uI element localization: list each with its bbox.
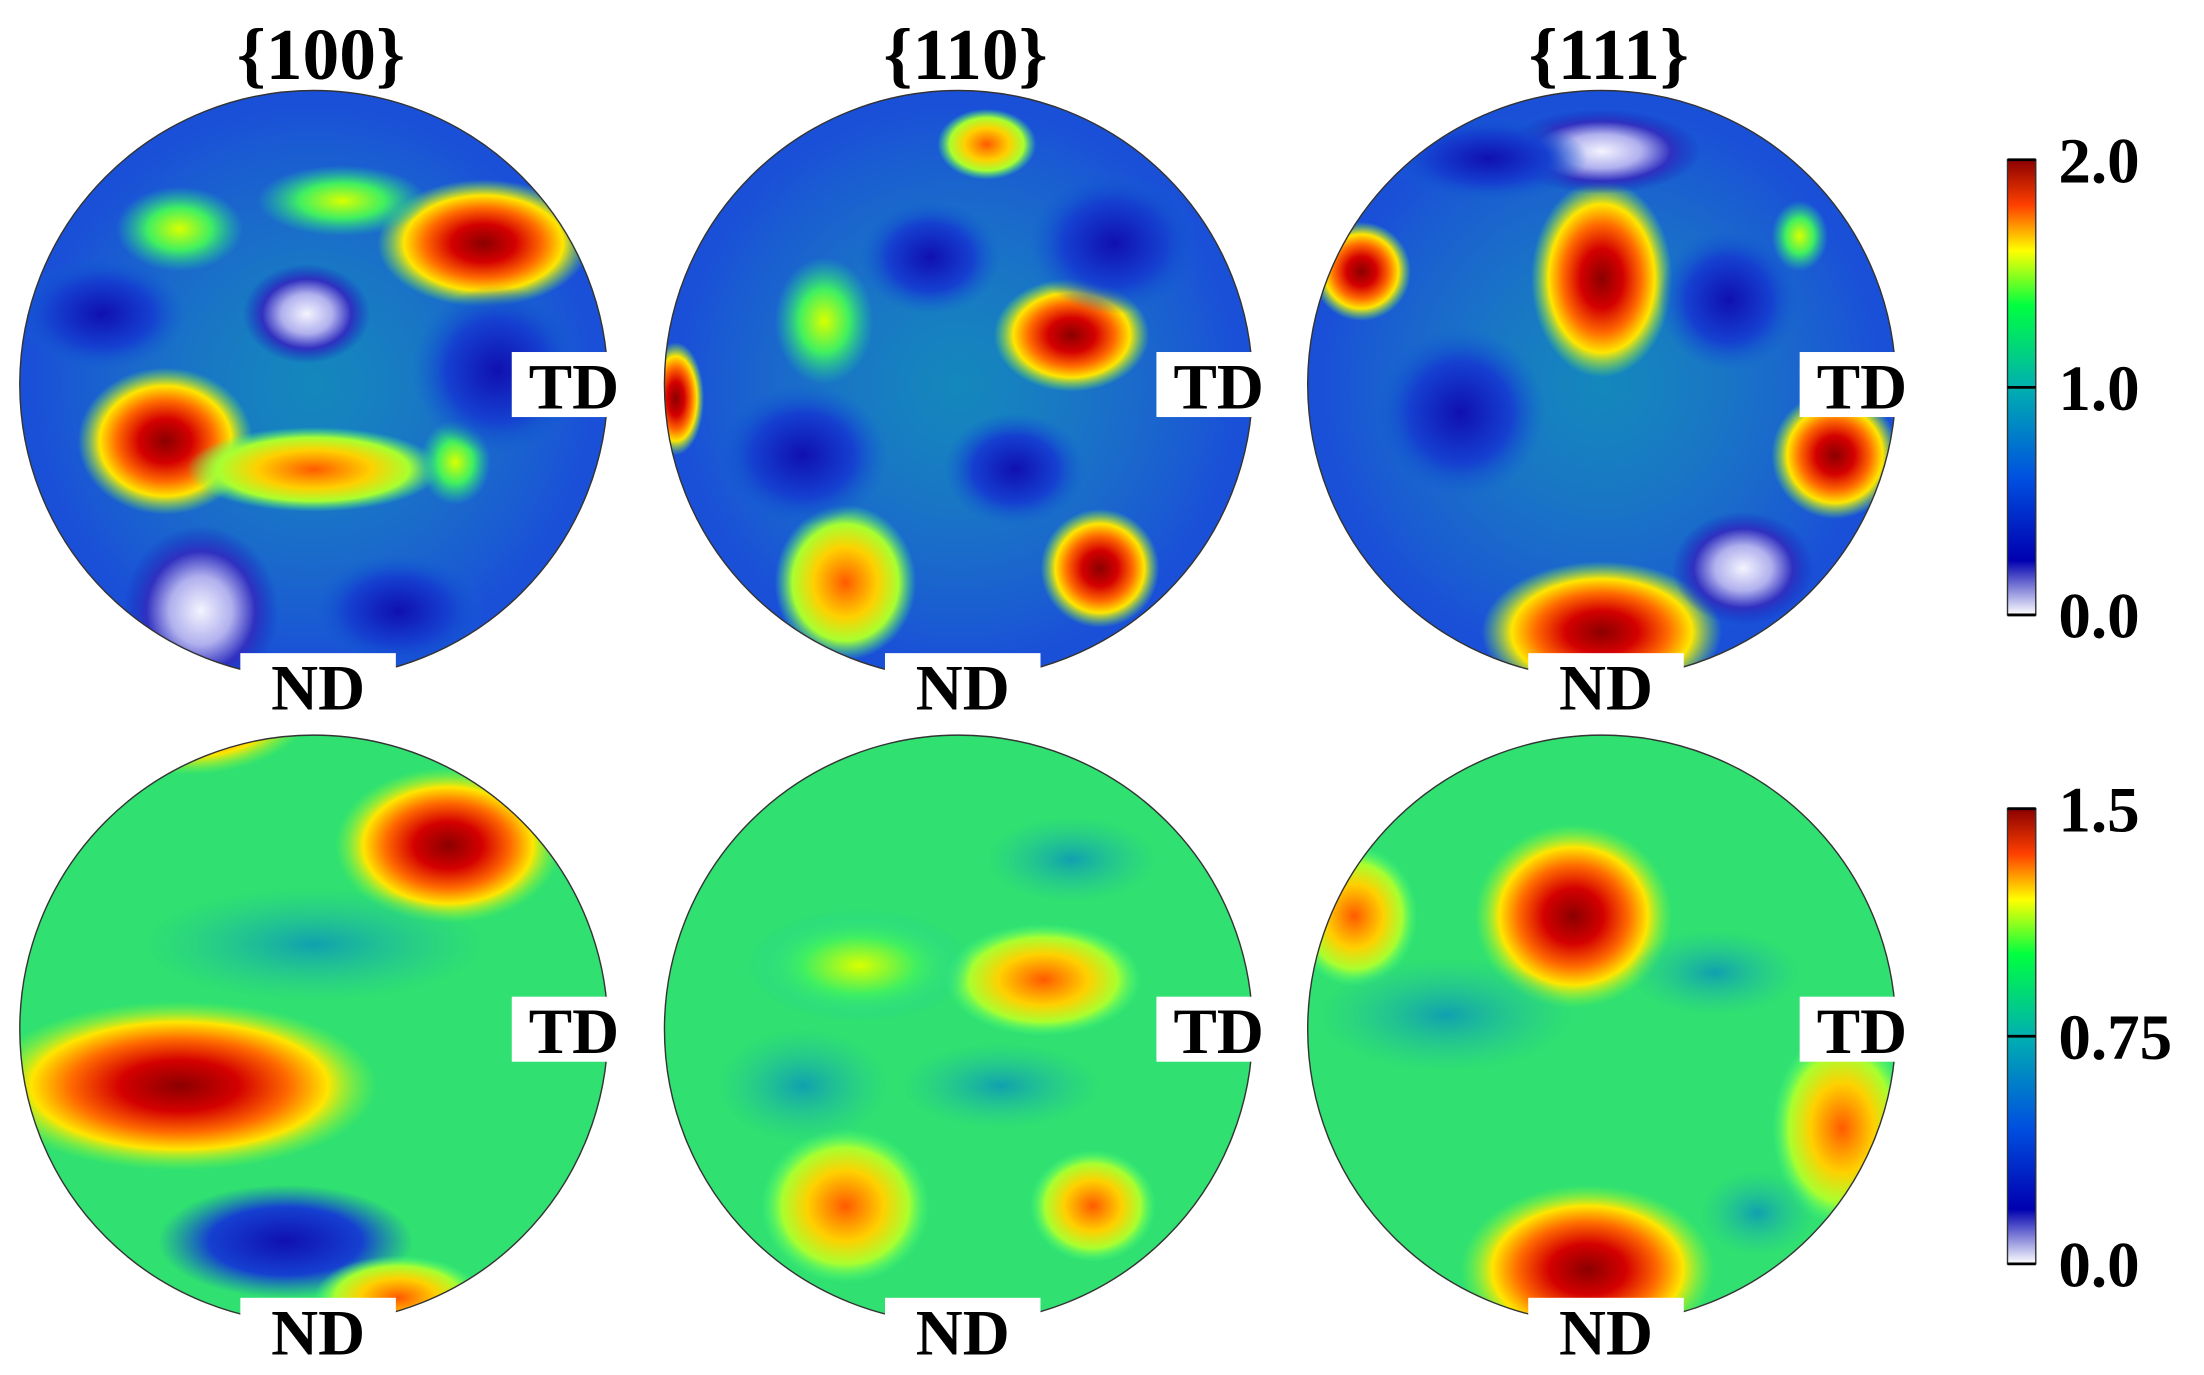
nd-label: ND [271, 653, 365, 725]
label-box [1156, 352, 1281, 418]
intensity-region [901, 1043, 1100, 1129]
intensity-region [760, 1128, 931, 1284]
intensity-region [1375, 327, 1546, 498]
intensity-region [1029, 1149, 1157, 1263]
intensity-region [1389, 115, 1588, 201]
td-label: TD [1817, 352, 1907, 424]
label-box [884, 653, 1041, 716]
intensity-region [1658, 229, 1800, 371]
label-box [1799, 996, 1925, 1062]
intensity-region [19, 1000, 378, 1171]
column-title: {111} [1529, 13, 1689, 95]
intensity-region [1040, 508, 1160, 628]
intensity-region [243, 264, 371, 364]
intensity-region [944, 923, 1143, 1037]
intensity-region [45, 0, 243, 88]
intensity-region [937, 108, 1037, 180]
intensity-region [774, 257, 874, 385]
td-label: TD [1173, 352, 1263, 424]
nd-label: ND [916, 1297, 1010, 1369]
label-box [511, 352, 637, 418]
intensity-region [1029, 172, 1199, 314]
intensity-region [115, 186, 244, 272]
colorbar-tick-label: 0.75 [2058, 1002, 2172, 1074]
column-title: {100} [237, 13, 405, 95]
td-label: TD [529, 996, 619, 1068]
intensity-region [986, 817, 1157, 902]
pole-figures: TD ND {100} TD ND {110} TD ND {111} TD ND TD ND TD ND [19, 0, 1925, 1370]
intensity-region [774, 504, 917, 661]
label-box [240, 653, 396, 716]
td-label: TD [1817, 996, 1907, 1068]
colorbar-tick-label: 1.5 [2058, 774, 2139, 846]
colorbar-tick-label: 2.0 [2058, 125, 2139, 197]
pole-figure [1307, 90, 1896, 679]
td-label: TD [1173, 996, 1263, 1068]
nd-label: ND [1559, 653, 1653, 725]
intensity-region [186, 426, 442, 512]
pole-background [664, 735, 1253, 1324]
intensity-region [1319, 958, 1574, 1072]
intensity-region [746, 909, 973, 1023]
pole-figure [19, 0, 608, 679]
intensity-region [313, 554, 484, 668]
td-label: TD [529, 352, 619, 424]
intensity-region [1700, 1170, 1814, 1256]
intensity-region [1311, 221, 1411, 321]
intensity-region [257, 165, 427, 237]
intensity-region [1771, 391, 1896, 519]
nd-label: ND [916, 653, 1010, 725]
column-title: {110} [884, 13, 1048, 95]
intensity-region [944, 412, 1086, 526]
pole-figure [1307, 735, 1896, 1324]
label-box [1799, 352, 1925, 418]
label-box [884, 1297, 1041, 1361]
colorbar-tick-label: 0.0 [2058, 1229, 2139, 1301]
intensity-region [377, 179, 590, 307]
label-box [240, 1297, 396, 1361]
nd-label: ND [1559, 1297, 1653, 1369]
pole-figure [664, 735, 1253, 1324]
nd-label: ND [271, 1297, 365, 1369]
intensity-region [1672, 511, 1814, 625]
colorbar-tick-label: 1.0 [2058, 353, 2139, 425]
intensity-region [1474, 824, 1673, 1008]
intensity-region [664, 342, 705, 456]
intensity-region [859, 200, 1001, 314]
intensity-region [335, 767, 562, 924]
pole-figure [19, 735, 608, 1324]
label-box [1528, 1297, 1684, 1361]
intensity-region [1531, 179, 1673, 378]
intensity-region [1630, 930, 1800, 1016]
intensity-region [19, 257, 187, 371]
label-box [1528, 653, 1684, 716]
label-box [1156, 996, 1281, 1062]
colorbar-tick-label: 0.0 [2058, 581, 2139, 653]
colorbars: 0.0 1.0 2.0 0.0 0.75 1.5 [2006, 125, 2172, 1301]
pole-figure [664, 90, 1253, 679]
intensity-region [1771, 200, 1828, 272]
intensity-region [718, 1029, 888, 1143]
label-box [511, 996, 637, 1062]
intensity-region [718, 384, 888, 526]
intensity-region [144, 887, 484, 1001]
